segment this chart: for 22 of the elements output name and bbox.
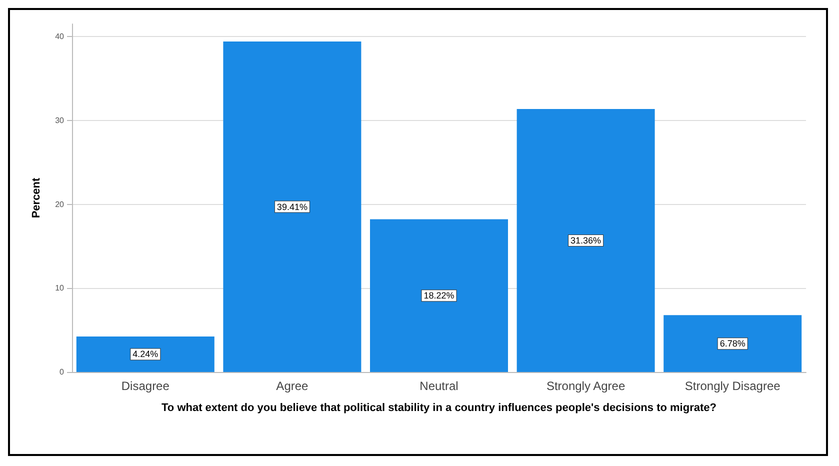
data-label: 31.36%: [570, 236, 602, 246]
data-label: 18.22%: [424, 290, 454, 301]
x-axis-title: To what extent do you believe that political stability in a country influences people's decisions to migrate?: [162, 402, 717, 414]
bar: [76, 336, 214, 372]
bar: [223, 42, 362, 372]
bar: [664, 315, 802, 372]
bar: [516, 109, 655, 372]
y-tick-label: 30: [55, 116, 65, 125]
x-tick-label: Strongly Agree: [546, 379, 626, 393]
x-tick-label: Neutral: [420, 379, 458, 393]
x-tick-label: Disagree: [121, 379, 170, 393]
bar: [370, 219, 508, 372]
data-label: 4.24%: [132, 349, 158, 360]
y-tick-label: 20: [55, 200, 65, 209]
data-label: 39.41%: [276, 202, 308, 212]
x-tick-label: Agree: [276, 379, 309, 393]
y-tick-label: 40: [55, 32, 65, 42]
y-axis-title: Percent: [30, 177, 42, 218]
data-label: 6.78%: [720, 338, 746, 349]
y-tick-label: 0: [60, 368, 65, 376]
y-tick-label: 10: [55, 284, 65, 293]
x-tick-label: Strongly Disagree: [684, 379, 781, 393]
